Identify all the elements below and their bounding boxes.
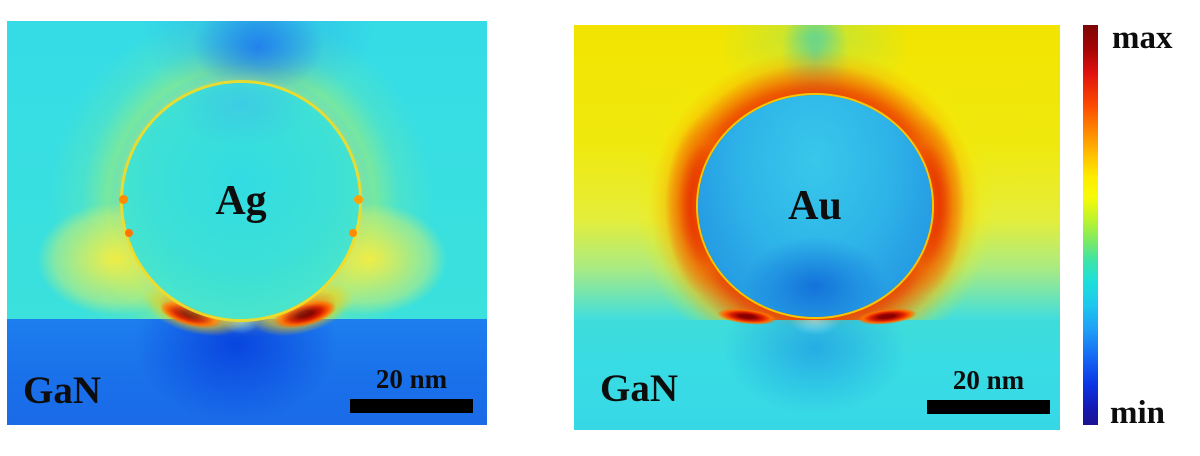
rim-hotspot-dot [125, 229, 133, 237]
scale-bar-label-ag: 20 nm [375, 364, 448, 394]
rim-hotspot-dot [119, 195, 128, 204]
panel-au-field-map: Au GaN 20 nm [574, 25, 1060, 430]
rim-hotspot-dot [349, 229, 357, 237]
scale-bar-rect-au [927, 400, 1050, 414]
particle-label-au: Au [788, 183, 842, 229]
rim-hotspot-dot [354, 195, 363, 204]
colorbar-max-label: max [1112, 20, 1173, 56]
substrate-label-ag: GaN [23, 369, 101, 412]
colorbar-jet [1083, 25, 1098, 425]
nanoparticle-ag: Ag [119, 83, 363, 319]
colorbar-min-label: min [1110, 395, 1166, 431]
scale-bar-au: 20 nm [927, 367, 1050, 414]
scale-bar-ag: 20 nm [350, 366, 473, 413]
particle-label-ag: Ag [215, 178, 267, 224]
scale-bar-label-au: 20 nm [952, 365, 1025, 395]
panel-ag-field-map: Ag GaN 20 nm [7, 21, 487, 425]
nanoparticle-au: Au [698, 95, 932, 317]
scale-bar-rect-ag [350, 399, 473, 413]
substrate-label-au: GaN [600, 367, 678, 410]
